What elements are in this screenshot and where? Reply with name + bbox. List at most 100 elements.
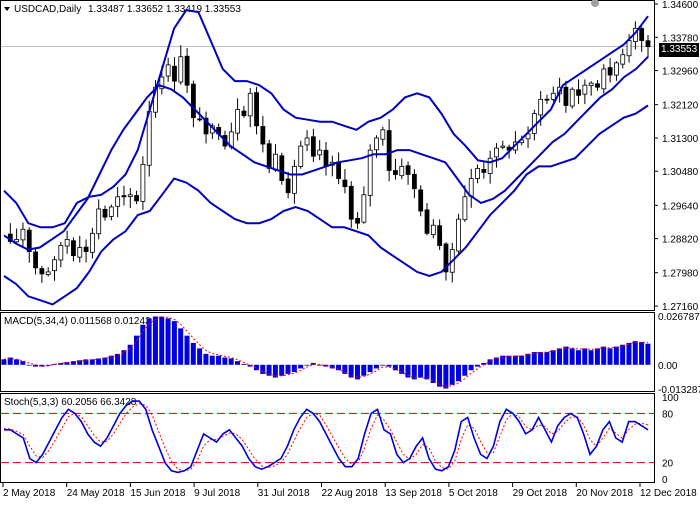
macd-bar [298,364,304,369]
macd-bar [601,346,607,365]
macd-title: MACD(5,34,4) 0.011568 0.01243 [4,316,151,327]
candle-body [595,83,600,88]
macd-bar [45,364,51,366]
candle-body [361,194,367,223]
macd-bar [354,364,360,380]
macd-bar [89,359,95,365]
candle-body [20,228,26,241]
candle-body [14,239,20,243]
macd-bar [594,348,600,365]
time-tick-label: 31 Jul 2018 [258,488,310,499]
price-axis: 1.34600 1.33780 1.32960 1.32120 1.31300 1.304… [654,0,700,486]
candle-body [639,28,645,41]
macd-bar [620,344,626,365]
candle-body [235,109,241,134]
candle-body [241,110,247,117]
candle-body [83,246,89,253]
candle-body [582,84,588,95]
macd-signal-line [3,316,648,388]
macd-bar [367,364,373,373]
time-tick-label: 5 Oct 2018 [449,488,498,499]
time-tick-label: 13 Sep 2018 [385,488,442,499]
candle-body [203,117,209,135]
candle-body [184,55,190,86]
macd-bar [575,350,581,365]
macd-bar [411,364,417,380]
price-tick-label: 1.29640 [662,201,699,212]
candle-body [165,64,171,77]
macd-bar [70,361,76,365]
candle-body [108,206,114,217]
candle-body [399,165,405,177]
candle-body [348,185,354,220]
stoch-title: Stoch(5,3,3) 60.2056 66.3428 [4,397,137,408]
symbol-header: USDCAD,Daily 1.33487 1.33652 1.33419 1.3… [4,4,241,15]
upper-band-line [3,9,649,229]
time-tick-label: 15 Jun 2018 [130,488,185,499]
candle-body [292,165,297,194]
macd-bar [443,364,449,389]
macd-bar [424,364,430,380]
macd-bar [39,364,45,367]
candle-body [437,225,443,246]
candle-body [140,163,146,202]
time-tick-label: 12 Dec 2018 [640,488,697,499]
macd-bar [310,362,316,365]
candle-body [342,179,348,188]
macd-bar [209,355,215,365]
macd-bar [500,355,506,365]
macd-bar [83,359,89,365]
candle-body [279,155,285,181]
macd-bar [519,355,525,365]
macd-bar [550,350,556,365]
macd-bar [506,355,512,365]
candle-body [89,232,95,253]
macd-bar [405,364,411,378]
macd-bar [557,348,563,365]
chart-shift-marker-icon[interactable] [591,0,599,7]
macd-bar [285,364,291,374]
collapse-triangle-icon[interactable] [4,7,10,11]
candle-body [317,149,323,156]
macd-bar [462,364,468,376]
candle-body [191,83,196,119]
candle-body [538,98,544,116]
macd-bar [348,364,354,378]
macd-bar [58,362,64,365]
macd-bar [77,360,83,365]
price-tick-label: 1.27160 [662,302,699,313]
price-tick-label: 1.33780 [662,33,699,44]
ohlc-values: 1.33487 1.33652 1.33419 1.33553 [88,4,241,15]
time-tick-label: 9 Jul 2018 [194,488,241,499]
candle-body [102,208,108,218]
macd-bar [115,353,121,365]
candle-body [71,240,76,257]
macd-bar [538,352,544,365]
macd-bar [607,348,613,365]
macd-tick-label: 0.00 [658,361,678,372]
candle-body [172,65,177,82]
macd-bar [455,364,461,382]
price-tick-label: 1.30480 [662,167,699,178]
price-tick-label: 1.27980 [662,269,699,280]
macd-bar [512,355,518,365]
candle-body [64,239,70,247]
candle-body [607,67,613,76]
candle-body [355,217,360,224]
macd-bar [544,352,550,365]
candle-body [494,147,499,158]
macd-bar [487,359,493,365]
candle-body [33,251,38,269]
candle-body [418,189,424,212]
candle-body [197,118,203,121]
candle-body [456,218,461,252]
main-price-chart [1,9,654,306]
macd-bar [474,364,480,367]
macd-bar [380,364,386,366]
candle-body [323,149,329,167]
candle-body [550,92,556,100]
time-tick-label: 2 May 2018 [3,488,56,499]
candle-body [178,56,184,83]
